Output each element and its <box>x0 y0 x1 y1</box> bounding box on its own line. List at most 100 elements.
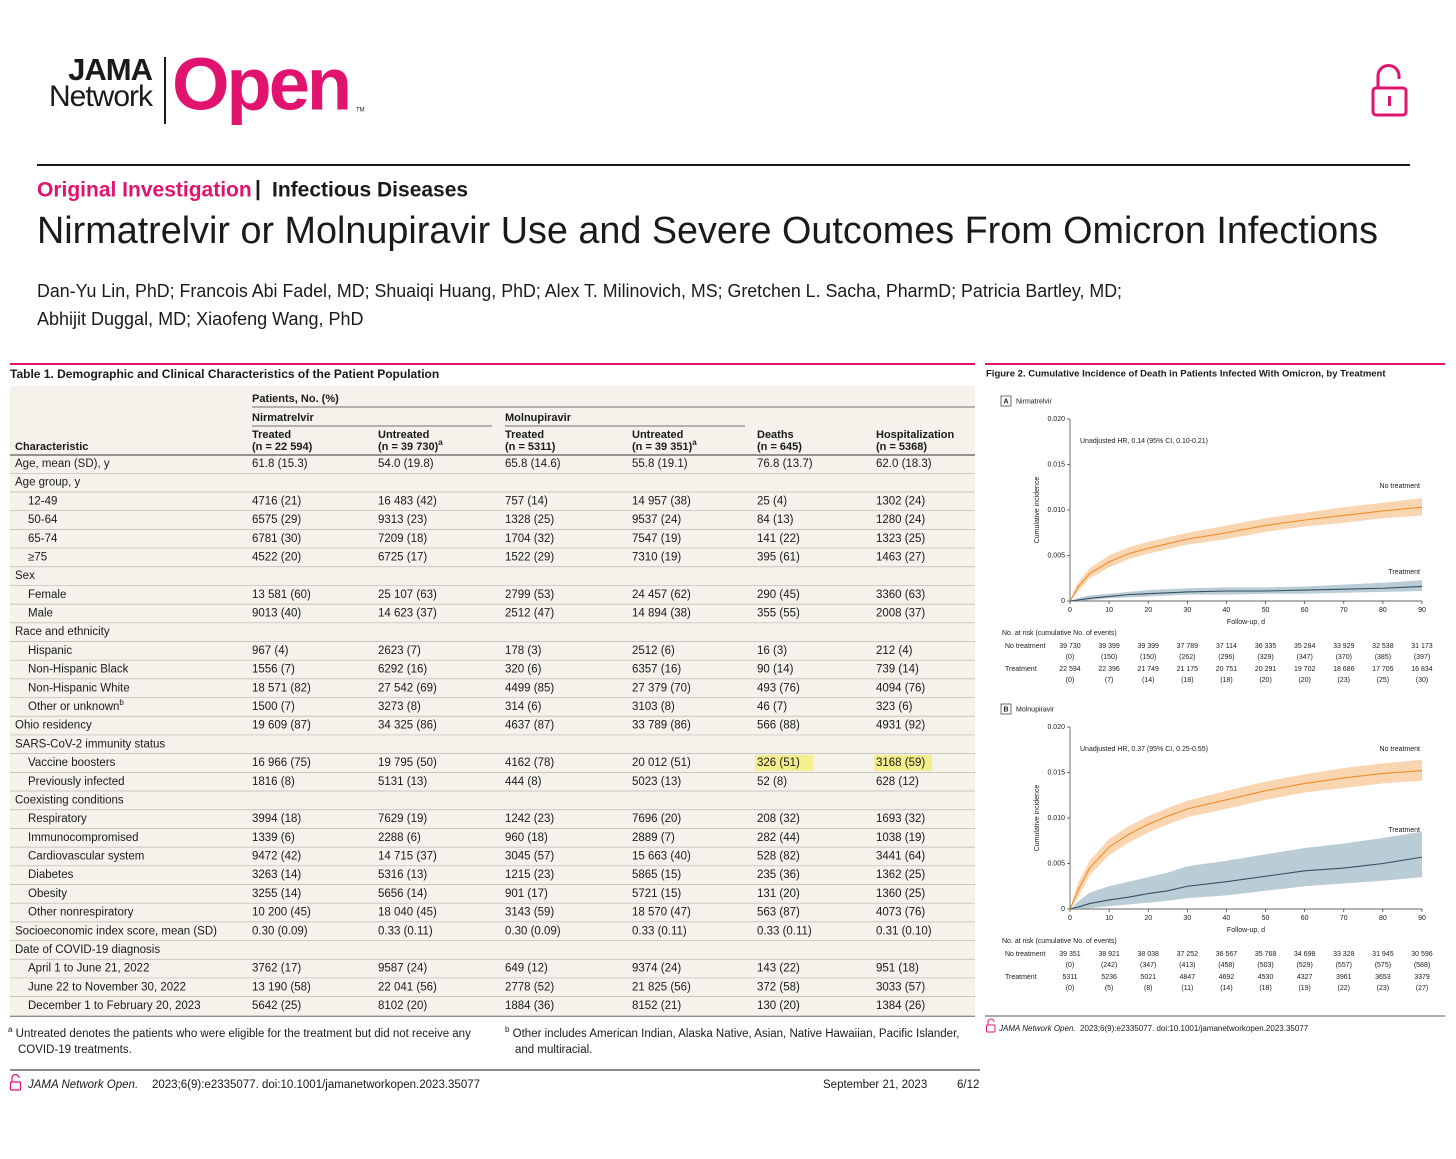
row-label: Race and ethnicity <box>15 626 110 638</box>
at-risk-count: 34 698 <box>1294 951 1316 958</box>
table-cell: 5023 (13) <box>632 776 681 788</box>
x-tick-label: 70 <box>1340 607 1348 614</box>
column-header: Treated <box>505 429 544 441</box>
lock-icon[interactable] <box>1371 64 1408 117</box>
table-cell: 13 190 (58) <box>252 981 311 993</box>
table-cell: 21 825 (56) <box>632 981 691 993</box>
y-tick-label: 0.015 <box>1047 769 1065 776</box>
table-cell: 0.33 (0.11) <box>757 925 812 937</box>
at-risk-count: 4530 <box>1258 974 1274 981</box>
table-cell: 76.8 (13.7) <box>757 458 813 470</box>
at-risk-count: 33 929 <box>1333 643 1355 650</box>
at-risk-events: (0) <box>1066 677 1075 684</box>
table-cell: 355 (55) <box>757 608 800 620</box>
table-cell: 326 (51) <box>757 757 800 769</box>
table-cell: 20 012 (51) <box>632 757 691 769</box>
at-risk-count: 36 335 <box>1255 643 1277 650</box>
column-header: Untreated <box>632 429 683 441</box>
y-tick-label: 0.015 <box>1047 461 1065 468</box>
column-n: (n = 22 594) <box>252 441 313 453</box>
table-cell: 444 (8) <box>505 776 542 788</box>
x-axis-label: Follow-up, d <box>1227 619 1265 626</box>
table-cell: 1323 (25) <box>876 533 925 545</box>
at-risk-count: 39 730 <box>1059 643 1081 650</box>
table-cell: 4716 (21) <box>252 495 301 507</box>
table-cell: 14 894 (38) <box>632 608 691 620</box>
panel-title: Molnupiravir <box>1016 706 1055 713</box>
highlight <box>874 755 932 772</box>
footer-journal: JAMA Network Open. <box>27 1079 138 1091</box>
column-header: Treated <box>252 429 291 441</box>
x-tick-label: 70 <box>1340 915 1348 922</box>
table-cell: 6781 (30) <box>252 533 301 545</box>
series-label: No treatment <box>1380 746 1421 753</box>
table-cell: 18 571 (82) <box>252 682 311 694</box>
footer-page: 6/12 <box>957 1079 979 1091</box>
table-cell: 8152 (21) <box>632 1000 681 1012</box>
table-cell: 14 623 (37) <box>378 608 437 620</box>
table-cell: 395 (61) <box>757 551 800 563</box>
x-tick-label: 50 <box>1262 915 1270 922</box>
table-cell: 33 789 (86) <box>632 720 691 732</box>
x-tick-label: 90 <box>1418 915 1426 922</box>
panel-badge <box>1000 395 1012 407</box>
article-subject: Infectious Diseases <box>272 179 468 202</box>
at-risk-events: (23) <box>1338 677 1350 684</box>
column-n: (n = 645) <box>757 441 802 453</box>
table-cell: 5656 (14) <box>378 888 427 900</box>
table-cell: 1038 (19) <box>876 832 925 844</box>
at-risk-events: (503) <box>1257 962 1273 969</box>
at-risk-count: 5021 <box>1140 974 1156 981</box>
table-cell: 7547 (19) <box>632 533 681 545</box>
table-cell: 25 (4) <box>757 495 787 507</box>
table-cell: 130 (20) <box>757 1000 800 1012</box>
table-cell: 54.0 (19.8) <box>378 458 434 470</box>
x-tick-label: 60 <box>1301 915 1309 922</box>
row-label: April 1 to June 21, 2022 <box>28 963 149 975</box>
x-tick-label: 80 <box>1379 915 1387 922</box>
table-cell: 1816 (8) <box>252 776 295 788</box>
row-label: Coexisting conditions <box>15 794 124 806</box>
table-cell: 3441 (64) <box>876 851 925 863</box>
at-risk-count: 22 396 <box>1098 666 1120 673</box>
column-header: Hospitalization <box>876 429 955 441</box>
table-cell: 235 (36) <box>757 869 800 881</box>
at-risk-events: (150) <box>1101 654 1117 661</box>
table-cell: 1522 (29) <box>505 551 554 563</box>
at-risk-count: 38 038 <box>1138 951 1160 958</box>
table-cell: 0.30 (0.09) <box>505 925 561 937</box>
x-tick-label: 80 <box>1379 607 1387 614</box>
table-cell: 16 966 (75) <box>252 757 311 769</box>
row-label: Age group, y <box>15 477 80 489</box>
table-cell: 9374 (24) <box>632 963 681 975</box>
at-risk-events: (0) <box>1066 985 1075 992</box>
table-cell: 372 (58) <box>757 981 800 993</box>
table-cell: 7629 (19) <box>378 813 427 825</box>
at-risk-events: (27) <box>1416 985 1428 992</box>
at-risk-count: 38 921 <box>1098 951 1120 958</box>
column-header: Deaths <box>757 429 794 441</box>
row-label: 65-74 <box>28 533 58 545</box>
table-cell: 1384 (26) <box>876 1000 925 1012</box>
at-risk-count: 4692 <box>1219 974 1235 981</box>
table-cell: 951 (18) <box>876 963 919 975</box>
x-tick-label: 90 <box>1418 607 1426 614</box>
row-label: 50-64 <box>28 514 58 526</box>
row-label: Immunocompromised <box>28 832 139 844</box>
incidence-line <box>1069 506 1423 602</box>
table-cell: 3360 (63) <box>876 589 925 601</box>
table-cell: 84 (13) <box>757 514 794 526</box>
at-risk-count: 37 114 <box>1216 643 1237 650</box>
at-risk-events: (529) <box>1296 962 1312 969</box>
footnote: b Other includes American Indian, Alaska… <box>505 1025 959 1056</box>
table-cell: 4162 (78) <box>505 757 554 769</box>
table-cell: 3255 (14) <box>252 888 301 900</box>
at-risk-count: 31 173 <box>1411 643 1433 650</box>
article-title: Nirmatrelvir or Molnupiravir Use and Sev… <box>37 210 1378 252</box>
at-risk-events: (397) <box>1414 654 1430 661</box>
authors-line: Dan-Yu Lin, PhD; Francois Abi Fadel, MD;… <box>37 281 1122 301</box>
at-risk-count: 37 789 <box>1177 643 1199 650</box>
table-cell: 4094 (76) <box>876 682 925 694</box>
at-risk-label: No treatment <box>1005 643 1046 650</box>
footnote-mark: a <box>438 438 443 447</box>
